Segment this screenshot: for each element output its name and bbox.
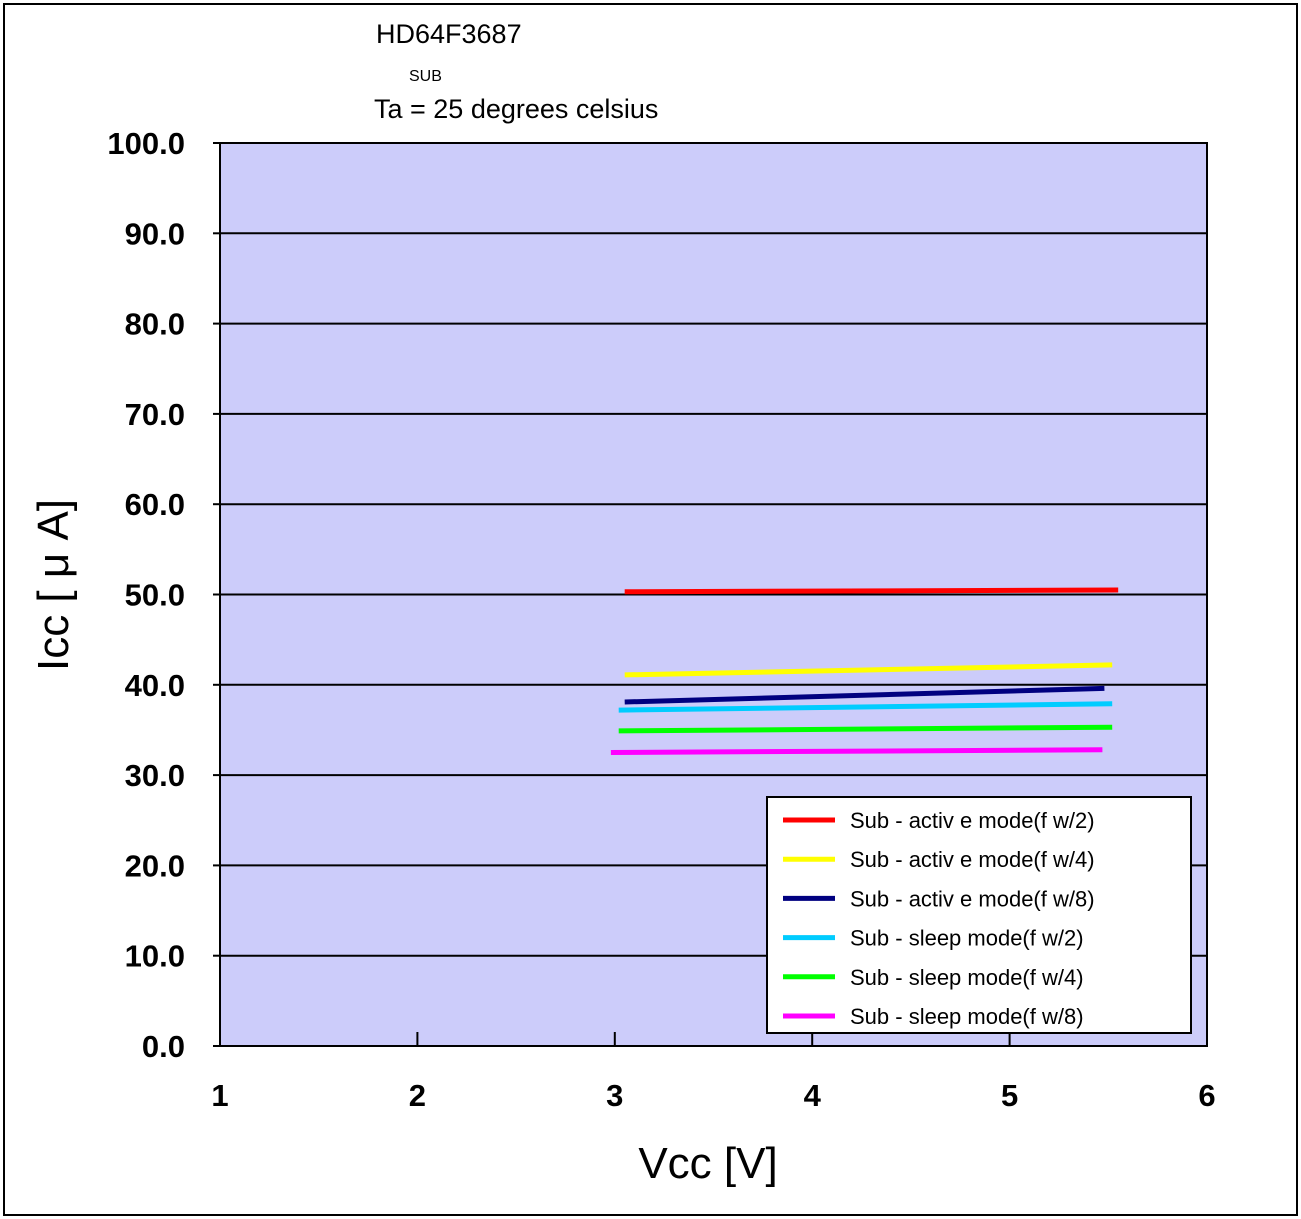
x-axis-label: Vcc [V] [638,1139,777,1188]
legend-label: Sub - activ e mode(f w/4) [850,847,1095,872]
x-tick-label: 6 [1198,1078,1215,1113]
y-tick-label: 90.0 [125,216,185,251]
y-tick-label: 0.0 [142,1029,185,1064]
chart-condition: Ta = 25 degrees celsius [374,94,658,124]
series-layer [610,587,1119,755]
x-tick-label: 1 [211,1078,228,1113]
series-line [624,685,1105,705]
x-tick-label: 4 [804,1078,822,1113]
y-axis-label: Icc [ μ A] [29,499,78,671]
series-line [618,701,1113,713]
legend-box [766,796,1192,1034]
legend-label: Sub - sleep mode(f w/2) [850,926,1084,951]
series-line [610,747,1103,755]
chart-subscript: SUB [409,68,442,85]
y-tick-label: 30.0 [125,758,185,793]
y-tick-label: 20.0 [125,848,185,883]
legend: Sub - activ e mode(f w/2) Sub - activ e m… [766,796,1192,1034]
y-tick-label: 60.0 [125,487,185,522]
x-tick-label: 2 [409,1078,426,1113]
series-line [624,662,1113,678]
tick-layer: 0.0 10.0 20.0 30.0 40.0 50.0 60.0 70.0 80.0 90.0 1… [107,126,1215,1113]
y-tick-label: 70.0 [125,397,185,432]
legend-label: Sub - activ e mode(f w/2) [850,808,1095,833]
y-tick-label: 40.0 [125,668,185,703]
legend-label: Sub - activ e mode(f w/8) [850,886,1095,911]
legend-label: Sub - sleep mode(f w/4) [850,965,1084,990]
x-tick-label: 3 [606,1078,623,1113]
x-tick-label: 5 [1001,1078,1018,1113]
y-tick-label: 10.0 [125,939,185,974]
legend-items: Sub - activ e mode(f w/2) Sub - activ e m… [783,808,1095,1029]
y-tick-label: 50.0 [125,578,185,613]
series-line [624,587,1119,595]
y-tick-label: 80.0 [125,307,185,342]
chart-title: HD64F3687 [376,19,522,49]
legend-label: Sub - sleep mode(f w/8) [850,1004,1084,1029]
y-tick-label: 100.0 [107,126,185,161]
series-line [618,724,1113,734]
